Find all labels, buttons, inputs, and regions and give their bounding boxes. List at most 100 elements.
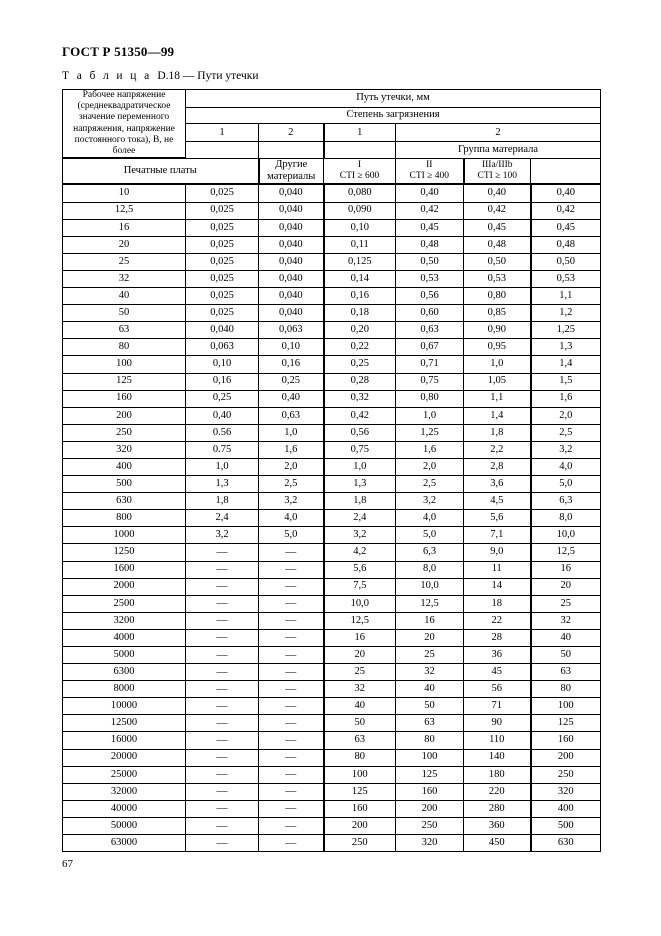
table-row: 50 0,025 0,040 0,18 0,60 0,85 1,2 bbox=[62, 304, 601, 323]
cell-voltage: 3200 bbox=[62, 611, 186, 630]
cell-other-degree1: 0,20 bbox=[323, 321, 396, 340]
cell-pcb-degree1: — bbox=[185, 799, 259, 818]
table-row: 250 0.56 1,0 0,56 1,25 1,8 2,5 bbox=[62, 423, 601, 442]
cell-pcb-degree2: — bbox=[258, 628, 325, 648]
cell-group-I: 0,71 bbox=[395, 355, 464, 374]
table-row: 400 1,0 2,0 1,0 2,0 2,8 4,0 bbox=[62, 457, 601, 477]
table-row: 1250— —4,2 6,3 9,0 12,5 bbox=[62, 543, 601, 562]
cell-group-I: 5,0 bbox=[395, 526, 464, 545]
cell-pcb-degree1: 0,025 bbox=[185, 201, 259, 220]
cell-pcb-degree2: — bbox=[258, 834, 325, 853]
cell-pcb-degree2: — bbox=[258, 697, 325, 716]
caption-dash: — bbox=[182, 70, 195, 82]
header-degree-2-pcb: 2 bbox=[258, 123, 325, 143]
cell-pcb-degree2: 3,2 bbox=[258, 492, 325, 511]
cell-pcb-degree2: — bbox=[258, 748, 325, 767]
cell-other-degree1: 250 bbox=[323, 834, 396, 853]
cell-voltage: 50000 bbox=[62, 816, 186, 836]
cell-voltage: 80 bbox=[62, 338, 186, 357]
cell-other-degree1: 80 bbox=[323, 748, 396, 767]
cell-group-II: 2,8 bbox=[463, 457, 532, 477]
table-row: 16 0,025 0,040 0,10 0,45 0,45 0,45 bbox=[62, 218, 601, 237]
cell-group-II: 360 bbox=[463, 816, 532, 836]
table-row: 3200— —12,5 16 22 32 bbox=[62, 611, 601, 630]
cell-pcb-degree1: — bbox=[185, 680, 259, 699]
header-group-II: II CTI ≥ 400 bbox=[395, 157, 465, 186]
cell-group-II: 11 bbox=[463, 560, 532, 579]
table-row: 200 0,40 0,63 0,42 1,0 1,4 2,0 bbox=[62, 406, 601, 425]
cell-pcb-degree2: 0,25 bbox=[258, 372, 325, 391]
cell-group-III: 12,5 bbox=[530, 543, 601, 562]
cell-other-degree1: 4,2 bbox=[323, 543, 396, 562]
cell-group-I: 0,48 bbox=[395, 235, 464, 254]
cell-group-I: 200 bbox=[395, 799, 464, 818]
cell-pcb-degree1: — bbox=[185, 645, 259, 665]
header-voltage-column: Рабочее напряжение (среднеквадратическое… bbox=[62, 89, 186, 160]
cell-other-degree1: 0,28 bbox=[323, 372, 396, 391]
cell-group-II: 56 bbox=[463, 680, 532, 699]
cell-pcb-degree1: — bbox=[185, 663, 259, 682]
header-material-group: Группа материала bbox=[395, 141, 601, 159]
cell-group-I: 1,6 bbox=[395, 440, 464, 459]
table-row: 2500— —10,0 12,5 18 25 bbox=[62, 594, 601, 613]
cell-group-I: 100 bbox=[395, 748, 464, 767]
cell-pcb-degree1: — bbox=[185, 628, 259, 648]
cell-group-III: 6,3 bbox=[530, 492, 601, 511]
cell-group-II: 22 bbox=[463, 611, 532, 630]
cell-group-II: 18 bbox=[463, 594, 532, 613]
cell-group-II: 90 bbox=[463, 714, 532, 733]
cell-group-I: 2,5 bbox=[395, 475, 464, 494]
cell-pcb-degree1: 0.56 bbox=[185, 423, 259, 442]
cell-group-II: 1,0 bbox=[463, 355, 532, 374]
cell-pcb-degree1: — bbox=[185, 834, 259, 853]
cell-group-II: 0,42 bbox=[463, 201, 532, 220]
header-degree-1-pcb: 1 bbox=[185, 123, 259, 143]
cell-voltage: 4000 bbox=[62, 628, 186, 648]
cell-voltage: 2000 bbox=[62, 577, 186, 596]
cell-group-II: 14 bbox=[463, 577, 532, 596]
cell-voltage: 20000 bbox=[62, 748, 186, 767]
cell-voltage: 20 bbox=[62, 235, 186, 254]
cell-other-degree1: 20 bbox=[323, 645, 396, 665]
table-body: 10 0,025 0,040 0,080 0,40 0,40 0,40 12,5 0,025 0,… bbox=[62, 183, 601, 853]
cell-other-degree1: 0,090 bbox=[323, 201, 396, 220]
table-row: 63 0,040 0,063 0,20 0,63 0,90 1,25 bbox=[62, 321, 601, 340]
cell-other-degree1: 2,4 bbox=[323, 509, 396, 528]
table-caption: Т а б л и ц а D.18 — Пути утечки bbox=[62, 70, 259, 82]
cell-group-II: 1,4 bbox=[463, 406, 532, 425]
cell-pcb-degree1: — bbox=[185, 697, 259, 716]
cell-pcb-degree2: 0,040 bbox=[258, 201, 325, 220]
cell-group-III: 40 bbox=[530, 628, 601, 648]
header-pollution-degree: Степень загрязнения bbox=[185, 106, 601, 125]
cell-pcb-degree2: — bbox=[258, 731, 325, 750]
cell-pcb-degree1: — bbox=[185, 782, 259, 801]
table-row: 1600— —5,6 8,0 11 16 bbox=[62, 560, 601, 579]
cell-group-III: 32 bbox=[530, 611, 601, 630]
header-spacer-other bbox=[323, 141, 396, 159]
cell-pcb-degree2: — bbox=[258, 680, 325, 699]
standard-header: ГОСТ Р 51350—99 bbox=[62, 44, 175, 59]
cell-group-I: 4,0 bbox=[395, 509, 464, 528]
cell-group-II: 9,0 bbox=[463, 543, 532, 562]
cell-group-II: 45 bbox=[463, 663, 532, 682]
table-row: 100 0,10 0,16 0,25 0,71 1,0 1,4 bbox=[62, 355, 601, 374]
table-row: 10 0,025 0,040 0,080 0,40 0,40 0,40 bbox=[62, 183, 601, 203]
cell-group-II: 450 bbox=[463, 834, 532, 853]
table-row: 125 0,16 0,25 0,28 0,75 1,05 1,5 bbox=[62, 372, 601, 391]
cell-pcb-degree1: — bbox=[185, 594, 259, 613]
cell-pcb-degree1: 1,3 bbox=[185, 475, 259, 494]
cell-pcb-degree2: 0,10 bbox=[258, 338, 325, 357]
cell-group-II: 0,45 bbox=[463, 218, 532, 237]
cell-group-I: 0,40 bbox=[395, 183, 464, 203]
cell-voltage: 25000 bbox=[62, 765, 186, 784]
table-row: 80 0,063 0,10 0,22 0,67 0,95 1,3 bbox=[62, 338, 601, 357]
cell-group-III: 8,0 bbox=[530, 509, 601, 528]
table-row: 40000— —160 200 280 400 bbox=[62, 799, 601, 818]
cell-other-degree1: 40 bbox=[323, 697, 396, 716]
cell-pcb-degree2: 0,040 bbox=[258, 304, 325, 323]
cell-pcb-degree2: — bbox=[258, 799, 325, 818]
cell-voltage: 50 bbox=[62, 304, 186, 323]
cell-pcb-degree1: 0,10 bbox=[185, 355, 259, 374]
cell-group-I: 160 bbox=[395, 782, 464, 801]
table-row: 500 1,3 2,5 1,3 2,5 3,6 5,0 bbox=[62, 475, 601, 494]
